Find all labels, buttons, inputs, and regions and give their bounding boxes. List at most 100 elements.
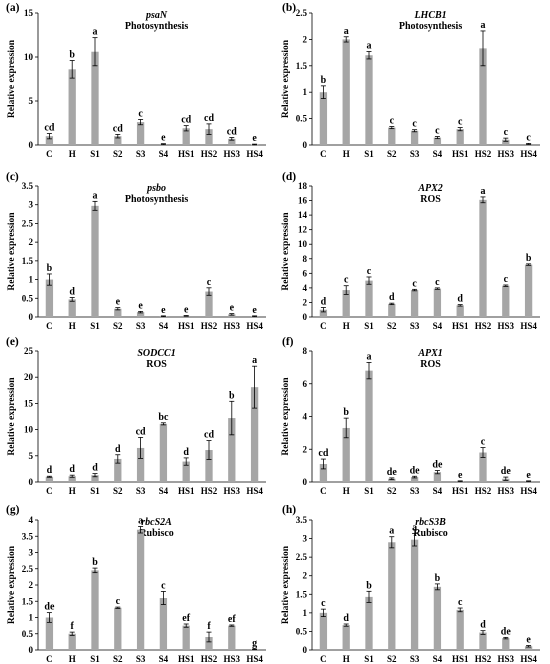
significance-label: cd [227,127,237,138]
significance-label: cd [136,426,146,437]
bar-s2 [114,308,122,317]
x-tick-label: S3 [410,486,420,496]
x-tick-label: C [46,486,53,496]
significance-label: e [458,470,463,481]
significance-label: cd [44,123,54,134]
x-tick-label: S4 [159,486,169,496]
x-tick-label: C [46,149,53,159]
x-tick-label: HS2 [201,654,218,664]
x-tick-label: S2 [113,321,123,331]
bar-s1 [91,205,99,317]
x-tick-label: HS1 [452,654,469,664]
significance-label: c [504,127,509,138]
significance-label: ef [228,614,236,625]
significance-label: cd [113,123,123,134]
significance-label: de [501,466,512,477]
y-tick-label: 0.5 [22,293,34,303]
x-tick-label: C [320,654,327,664]
x-tick-label: S2 [113,149,123,159]
x-tick-label: H [343,149,350,159]
y-tick-label: 2.5 [296,552,308,562]
significance-label: a [412,522,417,533]
significance-label: e [138,300,143,311]
significance-label: bc [158,412,169,423]
significance-label: a [481,20,486,31]
significance-label: a [481,186,486,197]
bar-hs3 [502,285,510,317]
significance-label: c [435,277,440,288]
y-tick-label: 2 [29,580,34,590]
panel-letter: (h) [282,504,296,516]
gene-name: SODCC1 [137,348,175,359]
y-tick-label: 10 [298,239,308,249]
x-tick-label: HS4 [246,321,263,331]
bar-hs1 [182,128,190,145]
x-tick-label: S4 [159,321,169,331]
x-tick-label: C [46,654,53,664]
gene-group: Rubisco [139,528,173,539]
x-tick-label: HS2 [475,321,492,331]
y-tick-label: 2 [303,571,308,581]
y-axis-label: Relative expression [7,39,17,118]
significance-label: a [93,27,98,38]
x-tick-label: HS1 [178,149,195,159]
significance-label: c [412,278,417,289]
significance-label: b [229,390,235,401]
significance-label: d [480,620,486,631]
x-tick-label: S3 [136,486,146,496]
x-tick-label: H [69,321,76,331]
x-tick-label: S1 [364,654,374,664]
y-tick-label: 0 [303,312,308,322]
gene-name: APX1 [417,348,442,359]
gene-name: LHCB1 [413,10,446,21]
significance-label: c [390,116,395,127]
significance-label: c [504,274,509,285]
bar-hs3 [228,138,236,145]
gene-group: Photosynthesis [399,21,462,32]
significance-label: c [367,266,372,277]
bar-h [342,625,350,650]
bar-hs3 [502,139,510,145]
y-tick-label: 5 [29,451,34,461]
x-tick-label: S3 [410,321,420,331]
bar-hs2 [205,291,213,317]
x-tick-label: HS3 [498,149,515,159]
significance-label: cd [181,115,191,126]
significance-label: c [526,132,531,143]
bar-s1 [365,55,373,145]
bar-s4 [433,288,442,317]
x-tick-label: H [343,486,350,496]
x-tick-label: HS1 [452,321,469,331]
x-tick-label: S1 [90,321,100,331]
bar-h [342,39,350,145]
y-tick-label: 2 [303,297,308,307]
x-tick-label: S4 [433,321,443,331]
bar-c [45,136,54,145]
significance-label: de [432,460,443,471]
significance-label: b [321,75,327,86]
y-tick-label: 0.5 [22,629,34,639]
gene-group: ROS [420,359,441,370]
bar-s2 [388,127,396,145]
x-tick-label: HS1 [178,654,195,664]
bar-hs2 [479,199,487,317]
x-tick-label: C [46,321,53,331]
y-tick-label: 1.5 [296,61,308,71]
bar-h [68,633,76,650]
y-tick-label: 0 [29,477,34,487]
gene-name: psaN [145,10,168,21]
y-tick-label: 4 [29,515,34,525]
x-tick-label: S3 [410,654,420,664]
bar-hs1 [456,129,464,145]
significance-label: d [92,463,98,474]
panel-letter: (d) [282,171,296,183]
bar-s3 [410,477,419,482]
bar-hs2 [205,637,213,650]
significance-label: b [92,557,98,568]
significance-label: b [343,407,349,418]
significance-label: a [344,26,349,37]
